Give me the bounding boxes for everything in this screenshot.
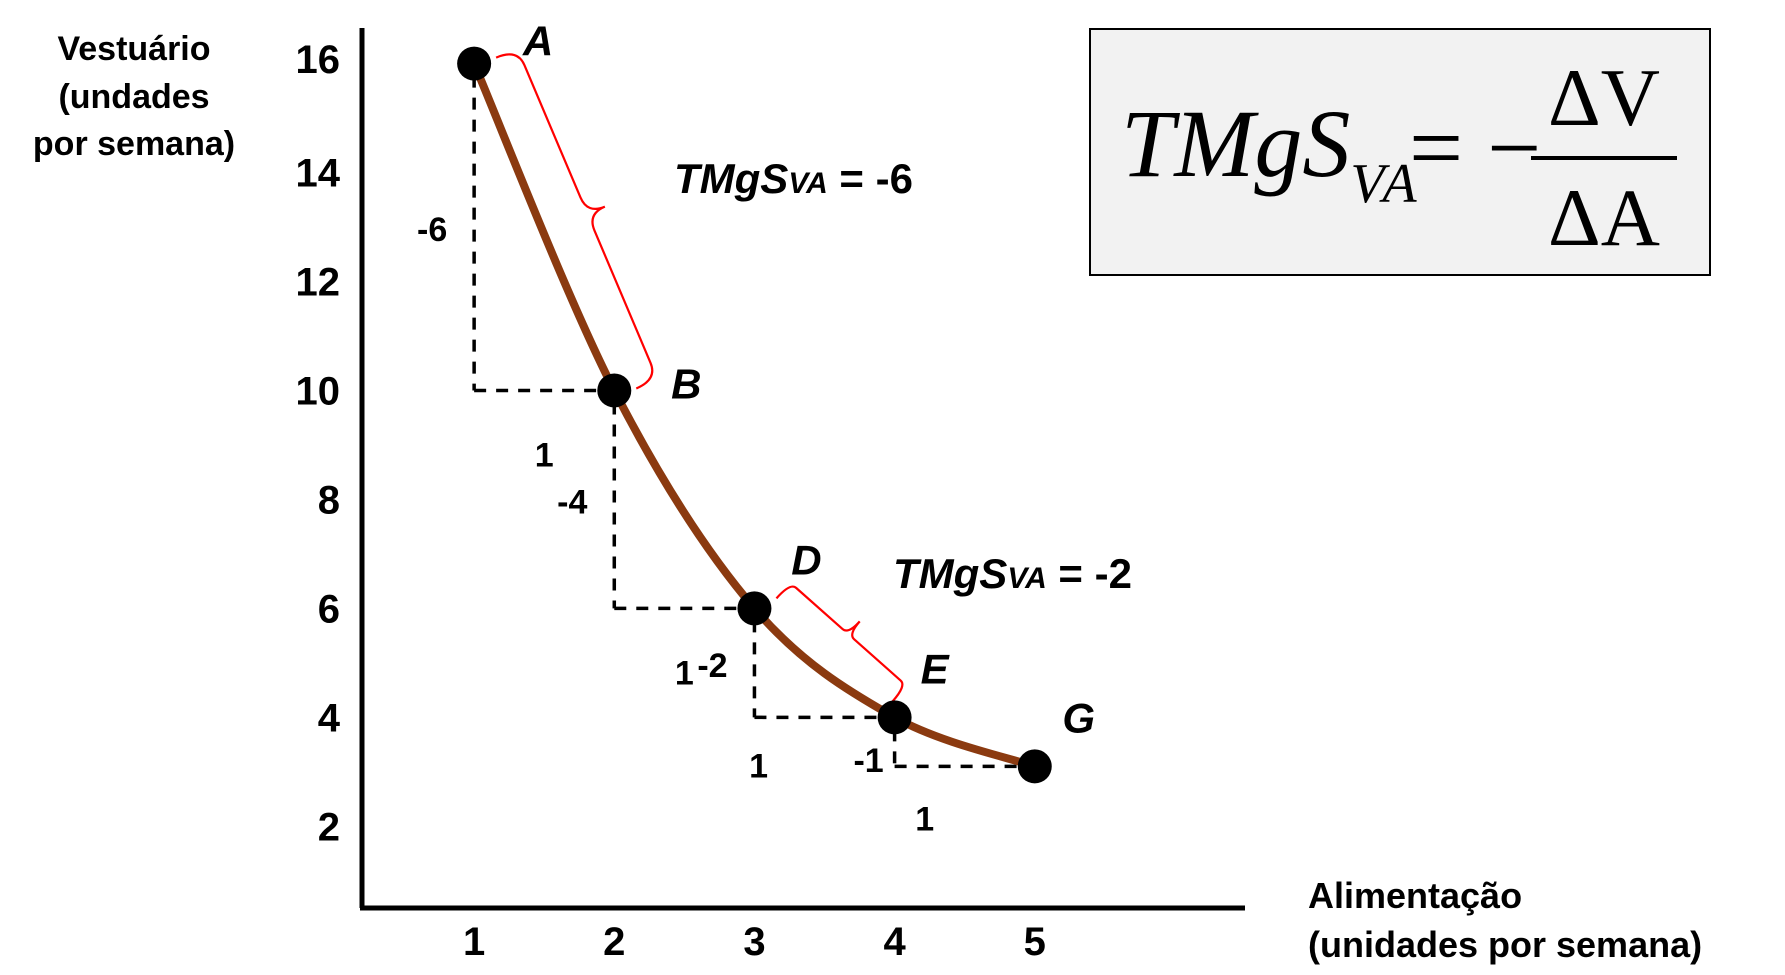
y-tick-label-8: 8 bbox=[318, 478, 340, 522]
point-G bbox=[1017, 749, 1052, 784]
step-dx-label-1: 1 bbox=[535, 436, 554, 474]
y-tick-label-10: 10 bbox=[296, 369, 341, 413]
point-B bbox=[597, 373, 632, 408]
x-tick-label-4: 4 bbox=[883, 920, 906, 964]
point-label-E: E bbox=[921, 645, 951, 692]
point-E bbox=[877, 700, 912, 735]
formula-lhs-main: TMgS bbox=[1121, 90, 1351, 197]
point-A bbox=[457, 46, 492, 81]
y-axis-label-line2: (undades bbox=[58, 77, 210, 116]
y-tick-label-6: 6 bbox=[318, 587, 340, 631]
annotation-text-2: TMgSVA = -2 bbox=[893, 550, 1132, 597]
annotation-text-1: TMgSVA = -6 bbox=[674, 155, 913, 202]
y-axis-label: Vestuário (undades por semana) bbox=[8, 26, 260, 169]
point-label-A: A bbox=[522, 18, 553, 65]
y-tick-label-16: 16 bbox=[296, 38, 341, 82]
formula-lhs-subscript: VA bbox=[1350, 153, 1419, 215]
annotation-2-prefix: TMgS bbox=[893, 550, 1007, 597]
annotation-2-subscript: VA bbox=[1007, 562, 1046, 595]
formula-fraction-bar bbox=[1531, 156, 1677, 160]
step-dy-label-2: -4 bbox=[557, 483, 587, 521]
data-points bbox=[457, 46, 1052, 784]
x-axis-label: Alimentação (unidades por semana) bbox=[1308, 872, 1702, 969]
annotation-2-value: = -2 bbox=[1047, 550, 1132, 597]
step-dx-label-3: 1 bbox=[749, 747, 768, 785]
formula-equals: = − bbox=[1409, 94, 1542, 201]
point-D bbox=[737, 591, 772, 626]
brace-A-B bbox=[495, 53, 654, 390]
formula-lhs: TMgSVA bbox=[1121, 88, 1419, 215]
point-label-B: B bbox=[671, 360, 701, 407]
point-label-G: G bbox=[1062, 694, 1095, 741]
annotation-1-value: = -6 bbox=[828, 155, 913, 202]
y-axis-label-line1: Vestuário bbox=[57, 30, 211, 68]
x-tick-label-3: 3 bbox=[743, 920, 765, 964]
x-tick-label-2: 2 bbox=[603, 920, 625, 964]
step-dy-label-1: -6 bbox=[417, 211, 447, 249]
y-tick-label-12: 12 bbox=[296, 260, 341, 304]
step-dy-label-4: -1 bbox=[853, 742, 883, 780]
annotation-1-prefix: TMgS bbox=[674, 155, 788, 202]
annotation-1-subscript: VA bbox=[788, 167, 827, 200]
formula-box: TMgSVA = − ΔV ΔA bbox=[1089, 28, 1711, 276]
step-lines: -61-41 -21 -11 bbox=[417, 75, 1021, 838]
x-tick-label-5: 5 bbox=[1024, 920, 1046, 964]
formula-fraction: ΔV ΔA bbox=[1531, 46, 1677, 270]
point-label-D: D bbox=[791, 536, 821, 583]
y-tick-label-14: 14 bbox=[296, 152, 341, 196]
y-axis-label-line3: por semana) bbox=[32, 125, 236, 164]
formula-numerator: ΔV bbox=[1548, 52, 1660, 143]
curve-line bbox=[470, 59, 1039, 771]
x-tick-label-1: 1 bbox=[463, 920, 485, 964]
indifference-curve bbox=[470, 59, 1039, 771]
x-axis-label-line1: Alimentação bbox=[1308, 875, 1523, 916]
step-dy-label-3: -2 bbox=[697, 647, 727, 685]
y-tick-label-2: 2 bbox=[318, 805, 340, 849]
x-axis-label-line2: (unidades por semana) bbox=[1308, 923, 1703, 965]
formula-denominator: ΔA bbox=[1548, 172, 1660, 263]
step-dx-label-2: 1 bbox=[675, 654, 694, 692]
y-tick-label-4: 4 bbox=[318, 696, 341, 740]
step-dx-label-4: 1 bbox=[915, 800, 934, 838]
